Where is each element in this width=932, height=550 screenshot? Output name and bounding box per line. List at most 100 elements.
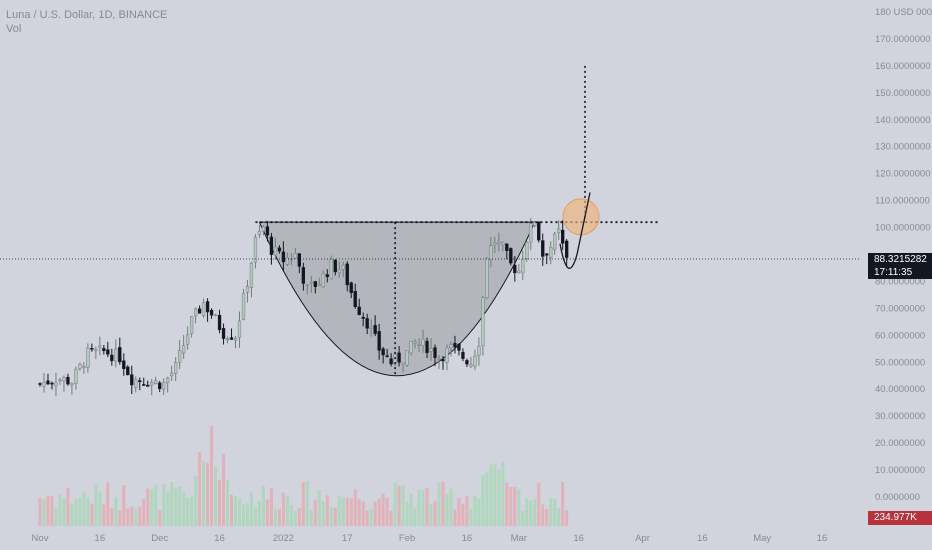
candle	[50, 381, 54, 390]
volume-bar	[50, 496, 54, 526]
candle-body	[397, 352, 401, 363]
candle	[174, 357, 178, 382]
volume-bar	[413, 508, 417, 526]
candle-body	[233, 338, 238, 341]
x-tick-label: Nov	[32, 533, 49, 544]
y-tick-label: 50.0000000	[875, 357, 925, 368]
candle-body	[273, 246, 278, 256]
candle	[489, 237, 493, 268]
candle	[449, 341, 453, 357]
candle-body	[54, 382, 58, 387]
volume-bar	[257, 500, 261, 526]
candle	[102, 344, 106, 355]
candle-body	[118, 347, 122, 363]
volume-bar	[333, 507, 337, 526]
candle-body	[181, 345, 186, 354]
volume-bar	[545, 508, 549, 526]
candle-body	[425, 340, 429, 353]
volume-bar	[517, 489, 521, 526]
candle	[66, 373, 70, 386]
candle	[142, 377, 146, 386]
candle-body	[413, 341, 417, 344]
volume-bar	[561, 481, 565, 526]
volume-bar	[541, 504, 545, 526]
volume-bar	[90, 503, 94, 526]
volume-bar	[537, 482, 541, 526]
candle-body	[126, 366, 130, 376]
volume-bar	[78, 497, 82, 526]
volume-bar	[341, 497, 345, 526]
candle	[261, 225, 266, 236]
bar-countdown: 17:11:35	[874, 267, 913, 278]
candle-body	[253, 236, 258, 263]
candle	[249, 261, 254, 298]
candle	[501, 241, 505, 252]
candle	[86, 343, 90, 373]
candle	[553, 232, 557, 255]
candle	[545, 252, 549, 265]
volume-bar	[441, 481, 445, 526]
volume-bar	[62, 497, 66, 526]
candle-body	[385, 355, 389, 357]
volume-bar	[277, 509, 281, 526]
candle	[150, 378, 154, 396]
volume-bar	[178, 486, 182, 526]
volume-bar	[457, 497, 461, 526]
volume-bar	[142, 498, 146, 526]
volume-bar	[505, 482, 509, 526]
candle-body	[497, 241, 501, 244]
volume-bar	[305, 481, 309, 526]
candle-body	[361, 317, 365, 319]
candle	[421, 329, 425, 353]
candle	[509, 247, 513, 266]
candle	[437, 355, 441, 369]
volume-bar	[158, 510, 162, 526]
candle	[237, 311, 242, 348]
volume-bar	[449, 488, 453, 526]
x-tick-label: 16	[214, 533, 225, 544]
volume-bar	[389, 510, 393, 526]
candle-body	[365, 318, 369, 329]
candle-body	[517, 270, 521, 273]
candle	[166, 376, 170, 393]
volume-bar	[134, 509, 138, 526]
candle	[134, 376, 138, 393]
candle	[433, 344, 437, 367]
candle-body	[42, 382, 46, 387]
candle-body	[193, 308, 198, 317]
volume-bar	[529, 500, 533, 526]
candle-body	[142, 384, 146, 386]
candle-body	[261, 226, 266, 232]
candle	[257, 224, 262, 239]
candle	[341, 261, 345, 278]
candle	[301, 262, 305, 291]
x-tick-label: Dec	[151, 533, 168, 544]
candle-body	[433, 347, 437, 358]
candle	[513, 256, 517, 282]
candle	[197, 305, 202, 314]
candle	[170, 365, 174, 381]
volume-bar	[166, 491, 170, 526]
candle	[233, 335, 238, 349]
x-tick-label: Feb	[399, 533, 415, 544]
candle-body	[389, 358, 393, 365]
candle	[309, 275, 313, 293]
candle-body	[509, 248, 513, 264]
volume-bar	[182, 491, 186, 526]
candle	[82, 362, 86, 374]
candle-body	[493, 242, 497, 246]
candle-body	[269, 236, 274, 255]
volume-bar	[269, 488, 273, 526]
volume-bar	[377, 498, 381, 526]
volume-bar	[565, 510, 569, 526]
candle	[445, 344, 449, 371]
candle	[178, 339, 182, 370]
candle-body	[170, 372, 174, 377]
candle	[189, 316, 194, 338]
y-tick-label: 150.0000000	[875, 88, 930, 99]
candle	[277, 245, 282, 254]
volume-bar	[202, 461, 206, 526]
candle-body	[357, 306, 361, 315]
